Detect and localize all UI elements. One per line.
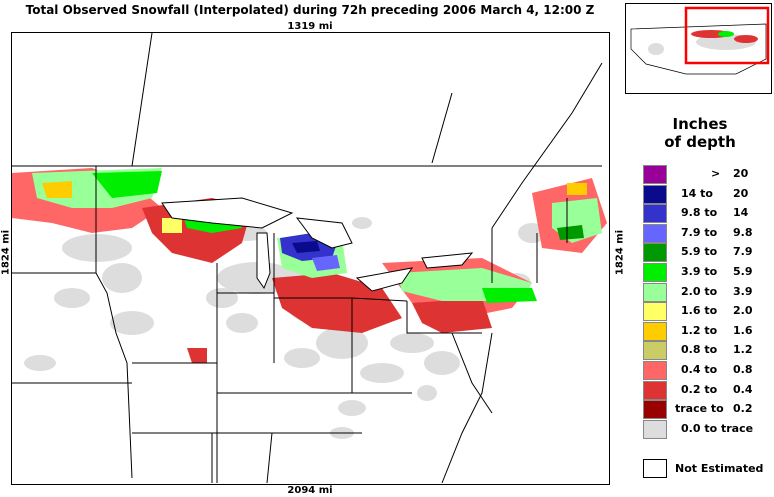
legend-range-from: 0.2 to: [681, 382, 718, 396]
legend-range-to: 9.8: [733, 225, 753, 239]
great-lakes: [161, 197, 474, 292]
not-estimated-swatch: [643, 459, 667, 478]
legend-swatch: [643, 419, 667, 439]
legend-row: 3.9 to 5.9: [643, 263, 771, 282]
map-title: Total Observed Snowfall (Interpolated) d…: [25, 3, 595, 17]
legend-swatch: [643, 243, 667, 263]
legend-swatch: [643, 223, 667, 243]
legend-range-to: 20: [733, 167, 749, 180]
legend-range-from: 5.9 to: [681, 245, 718, 259]
legend-range-from: 0.4 to: [681, 363, 718, 376]
legend-range-from: 14 to: [681, 186, 713, 200]
legend-row: 2.0 to 3.9: [643, 282, 771, 302]
legend-title: Inches of depth: [640, 115, 760, 151]
legend-range-to: 7.9: [733, 245, 753, 259]
legend-row: 0.4 to 0.8: [643, 361, 771, 380]
legend-swatch: [643, 400, 667, 420]
legend-row: 14 to 20: [643, 184, 771, 204]
legend-range-to: 0.2: [733, 402, 753, 416]
legend-range-from: 2.0 to: [681, 284, 718, 298]
state-boundaries: [12, 33, 603, 484]
inset-svg: [630, 6, 770, 75]
legend-swatch: [643, 361, 667, 380]
legend-row: 0.0 to trace: [643, 419, 771, 439]
legend-swatch: [643, 321, 667, 341]
legend-range-from: 0.8 to: [681, 343, 718, 357]
inset-highlight-box: [684, 6, 770, 65]
legend-row: 0.2 to 0.4: [643, 380, 771, 400]
legend-swatch: [643, 263, 667, 282]
legend-row: 0.8 to 1.2: [643, 341, 771, 361]
legend-range-to: 0.8: [733, 363, 753, 376]
legend-swatch: [643, 341, 667, 361]
legend-range-from: >: [711, 167, 721, 180]
legend-row: 7.9 to 9.8: [643, 223, 771, 243]
legend-range-from: 7.9 to: [681, 225, 718, 239]
legend-range-to: 14: [733, 206, 749, 220]
legend-row: trace to 0.2: [643, 400, 771, 420]
legend-range-to: 5.9: [733, 265, 753, 278]
legend-row: >20: [643, 165, 771, 184]
legend-swatch: [643, 165, 667, 184]
legend-range-from: 3.9 to: [681, 265, 718, 278]
legend-range-to: 3.9: [733, 284, 753, 298]
legend-range-to: 0.4: [733, 382, 753, 396]
legend-swatch: [643, 282, 667, 302]
legend-range-to: 1.6: [733, 323, 753, 337]
legend-swatch: [643, 204, 667, 224]
legend-range-from: 0.0 to trace: [681, 421, 754, 435]
legend-swatch: [643, 380, 667, 400]
scale-right-label: 1824 mi: [614, 229, 626, 276]
map-svg: [12, 33, 607, 484]
legend-range-from: 9.8 to: [681, 206, 718, 220]
snowfall-map[interactable]: [11, 32, 610, 485]
legend-row: 1.6 to 2.0: [643, 302, 771, 322]
scale-top-label: 1319 mi: [287, 21, 333, 32]
not-estimated-label: Not Estimated: [675, 462, 764, 475]
legend-title-line2: of depth: [664, 133, 736, 151]
legend-range-to: 20: [733, 186, 749, 200]
legend-title-line1: Inches: [672, 115, 728, 133]
legend-range-from: trace to: [675, 402, 724, 416]
legend-range-to: 2.0: [733, 304, 753, 318]
legend-row: 5.9 to 7.9: [643, 243, 771, 263]
legend-range-to: 1.2: [733, 343, 753, 357]
legend-range-from: 1.6 to: [681, 304, 718, 318]
legend-swatch: [643, 302, 667, 322]
scale-left-label: 1824 mi: [0, 229, 12, 276]
coastline: [441, 332, 493, 484]
inset-overview-map[interactable]: [625, 3, 772, 94]
legend-row: 1.2 to 1.6: [643, 321, 771, 341]
legend-range-from: 1.2 to: [681, 323, 718, 337]
legend-row: 9.8 to 14: [643, 204, 771, 224]
legend-swatch: [643, 184, 667, 204]
scale-bottom-label: 2094 mi: [287, 485, 333, 496]
